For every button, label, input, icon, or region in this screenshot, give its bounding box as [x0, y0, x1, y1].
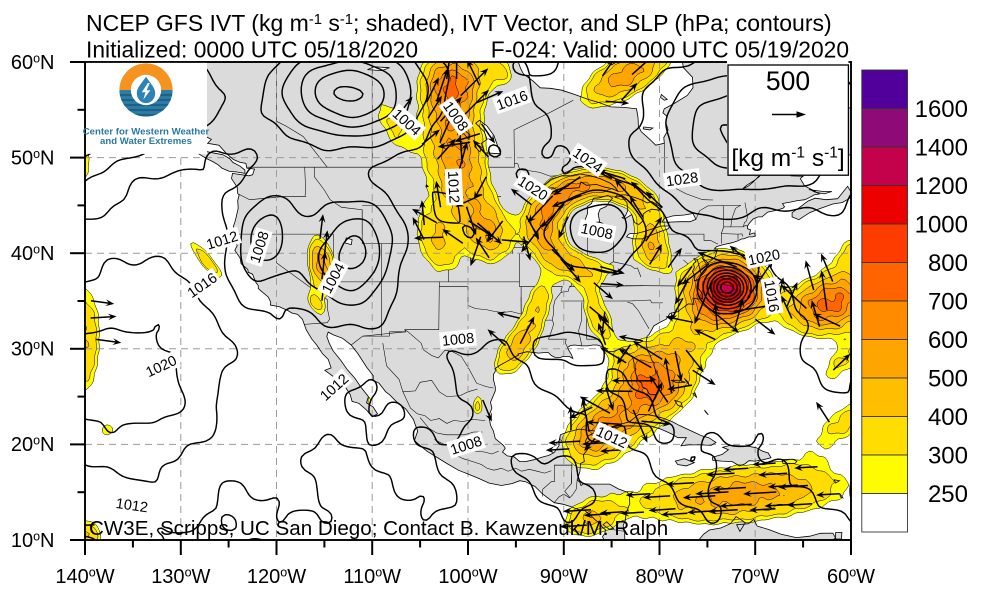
svg-text:and Water Extremes: and Water Extremes — [100, 136, 192, 147]
svg-text:40oN: 40oN — [11, 243, 55, 266]
svg-text:1012: 1012 — [115, 496, 149, 516]
svg-text:10oN: 10oN — [11, 529, 55, 552]
svg-text:20oN: 20oN — [11, 434, 55, 457]
svg-text:1028: 1028 — [665, 170, 699, 190]
svg-text:[kg m-1 s-1]: [kg m-1 s-1] — [731, 145, 844, 173]
svg-text:60oN: 60oN — [11, 51, 55, 74]
svg-text:1600: 1600 — [915, 96, 968, 123]
svg-text:1008: 1008 — [579, 221, 614, 243]
svg-text:800: 800 — [928, 250, 968, 277]
svg-text:700: 700 — [928, 289, 968, 316]
svg-text:600: 600 — [928, 327, 968, 354]
svg-text:30oN: 30oN — [11, 338, 55, 361]
svg-text:NCEP GFS IVT (kg m-1 s-1; shad: NCEP GFS IVT (kg m-1 s-1; shaded), IVT V… — [86, 10, 832, 36]
svg-text:60oW: 60oW — [827, 566, 875, 589]
svg-text:500: 500 — [766, 66, 810, 96]
svg-text:110oW: 110oW — [343, 566, 401, 589]
svg-text:F-024: Valid: 0000 UTC 05/19/2: F-024: Valid: 0000 UTC 05/19/2020 — [491, 37, 849, 63]
svg-text:1016: 1016 — [760, 279, 781, 314]
svg-text:250: 250 — [928, 481, 968, 508]
svg-text:120oW: 120oW — [247, 566, 306, 589]
svg-text:130oW: 130oW — [151, 566, 210, 589]
svg-text:CW3E, Scripps, UC San Diego; C: CW3E, Scripps, UC San Diego; Contact B. … — [89, 517, 668, 540]
svg-text:1012: 1012 — [444, 171, 462, 204]
svg-text:100oW: 100oW — [438, 566, 497, 589]
svg-text:500: 500 — [928, 366, 968, 393]
svg-text:1020: 1020 — [747, 247, 782, 269]
svg-text:50oN: 50oN — [11, 147, 55, 170]
svg-text:70oW: 70oW — [731, 566, 779, 589]
svg-text:400: 400 — [928, 404, 968, 431]
svg-text:1000: 1000 — [915, 212, 968, 239]
svg-text:80oW: 80oW — [635, 566, 683, 589]
svg-text:1400: 1400 — [915, 135, 968, 162]
svg-text:1008: 1008 — [441, 331, 475, 350]
svg-text:140oW: 140oW — [55, 566, 114, 589]
svg-text:Initialized: 0000 UTC 05/18/20: Initialized: 0000 UTC 05/18/2020 — [86, 37, 418, 63]
svg-text:300: 300 — [928, 443, 968, 470]
svg-text:90oW: 90oW — [540, 566, 588, 589]
svg-text:1200: 1200 — [915, 173, 968, 200]
svg-text:Center for Western Weather: Center for Western Weather — [83, 127, 210, 138]
